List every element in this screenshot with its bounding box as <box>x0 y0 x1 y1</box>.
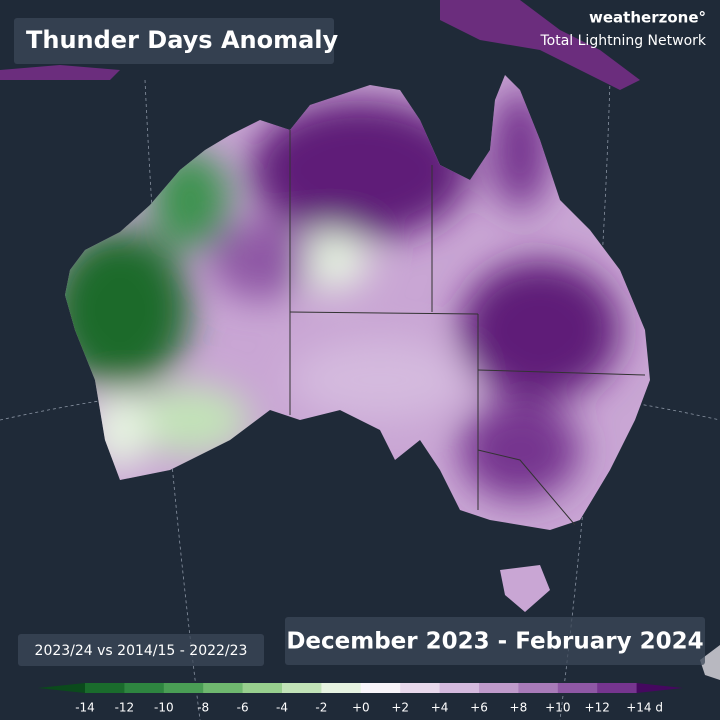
legend: -14 -12 -10 -8 -6 -4 -2 +0 +2 +4 +6 +8 +10 +12 +14 d <box>38 683 683 715</box>
legend-swatch <box>282 683 322 693</box>
legend-swatch <box>479 683 519 693</box>
legend-label: -4 <box>276 701 288 715</box>
legend-label: +14 d <box>626 701 663 715</box>
title: Thunder Days Anomaly <box>26 26 339 54</box>
legend-label: -6 <box>237 701 249 715</box>
legend-swatch <box>400 683 441 693</box>
legend-label: +6 <box>470 701 488 715</box>
legend-label: +0 <box>352 701 370 715</box>
legend-swatch <box>38 683 85 693</box>
legend-label: +10 <box>545 701 570 715</box>
legend-swatch <box>242 683 283 693</box>
legend-swatch <box>439 683 480 693</box>
legend-swatch <box>360 683 401 693</box>
neighbour-land <box>0 0 720 680</box>
legend-swatch <box>597 683 638 693</box>
legend-label: +12 <box>585 701 610 715</box>
legend-swatch <box>321 683 362 693</box>
state-borders <box>289 130 646 526</box>
comparison-box <box>18 634 264 666</box>
legend-label: +4 <box>431 701 449 715</box>
legend-swatch <box>163 683 204 693</box>
comparison: 2023/24 vs 2014/15 - 2022/23 <box>35 643 248 659</box>
legend-label: -2 <box>315 701 327 715</box>
title-box <box>14 18 334 64</box>
legend-swatch <box>557 683 598 693</box>
period-box <box>285 617 705 665</box>
legend-swatch <box>203 683 244 693</box>
network: Total Lightning Network <box>539 33 706 49</box>
legend-label: +2 <box>391 701 409 715</box>
legend-swatch <box>85 683 125 693</box>
brand: weatherzone° <box>589 9 706 27</box>
legend-swatch <box>636 683 683 693</box>
period: December 2023 - February 2024 <box>286 629 703 655</box>
legend-label: -8 <box>197 701 209 715</box>
legend-swatch <box>124 683 165 693</box>
legend-label: -14 <box>75 701 95 715</box>
legend-swatch <box>518 683 559 693</box>
legend-label: -10 <box>154 701 174 715</box>
legend-label: +8 <box>510 701 528 715</box>
legend-label: -12 <box>115 701 135 715</box>
